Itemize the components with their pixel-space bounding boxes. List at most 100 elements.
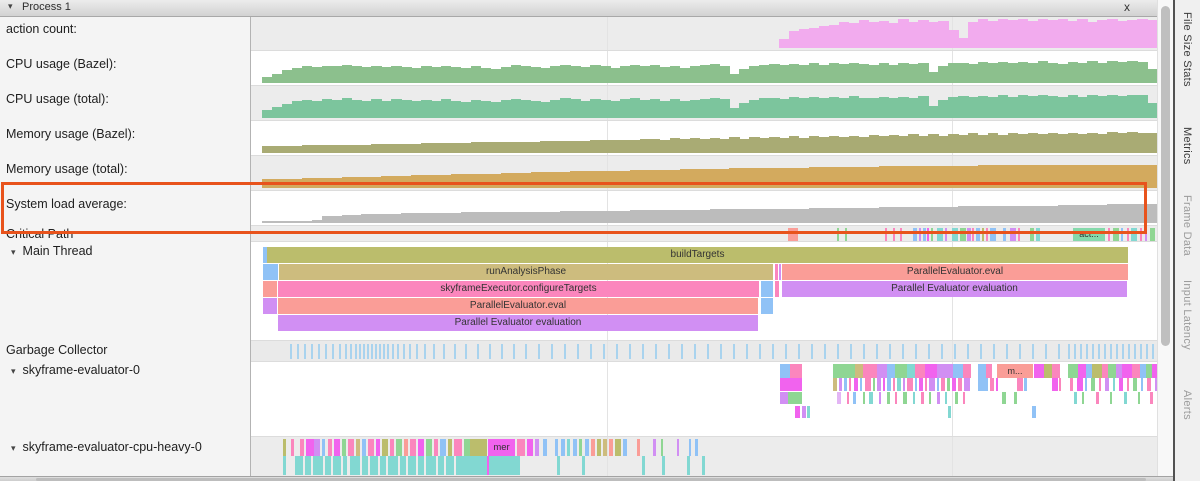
- trace-event[interactable]: [1102, 364, 1108, 378]
- trace-event[interactable]: [623, 439, 627, 456]
- gc-tick[interactable]: [525, 344, 527, 359]
- trace-event[interactable]: [328, 439, 332, 456]
- critical-path-event[interactable]: [1150, 228, 1155, 241]
- trace-event[interactable]: [291, 439, 294, 456]
- trace-event[interactable]: [879, 392, 881, 404]
- gc-tick[interactable]: [359, 344, 361, 359]
- trace-event[interactable]: [887, 364, 895, 378]
- trace-event[interactable]: [761, 281, 773, 297]
- gc-tick[interactable]: [379, 344, 381, 359]
- trace-event[interactable]: [833, 364, 855, 378]
- gc-tick[interactable]: [350, 344, 352, 359]
- trace-event[interactable]: [662, 456, 665, 475]
- trace-event[interactable]: [418, 456, 424, 475]
- trace-event[interactable]: [325, 456, 331, 475]
- trace-event[interactable]: [1133, 378, 1137, 391]
- trace-event[interactable]: [1002, 392, 1006, 404]
- trace-event[interactable]: [448, 439, 452, 456]
- gc-tick[interactable]: [928, 344, 930, 359]
- trace-event[interactable]: [1147, 378, 1151, 391]
- trace-event[interactable]: [637, 439, 640, 456]
- trace-event[interactable]: [953, 364, 963, 378]
- trace-event[interactable]: [314, 439, 320, 456]
- trace-event[interactable]: [863, 364, 877, 378]
- trace-event[interactable]: [380, 456, 386, 475]
- gc-tick[interactable]: [1134, 344, 1136, 359]
- trace-event[interactable]: [1141, 378, 1143, 391]
- gc-tick[interactable]: [1122, 344, 1124, 359]
- trace-event[interactable]: [418, 439, 424, 456]
- gc-tick[interactable]: [1104, 344, 1106, 359]
- trace-event[interactable]: [283, 456, 286, 475]
- trace-event[interactable]: [779, 264, 781, 280]
- trace-event[interactable]: buildTargets: [267, 247, 1128, 263]
- critical-path-event[interactable]: [1113, 228, 1119, 241]
- trace-event[interactable]: [849, 378, 851, 391]
- trace-event[interactable]: [860, 378, 862, 391]
- vertical-scrollbar-thumb[interactable]: [1161, 6, 1170, 346]
- trace-event[interactable]: [877, 378, 881, 391]
- tab-file-size-stats[interactable]: File Size Stats: [1181, 12, 1193, 87]
- trace-event[interactable]: [877, 364, 887, 378]
- trace-event[interactable]: [535, 439, 539, 456]
- trace-event[interactable]: [313, 456, 323, 475]
- trace-event[interactable]: [438, 456, 444, 475]
- trace-event[interactable]: [873, 378, 875, 391]
- thread-row-main-thread[interactable]: ▾ Main Thread: [11, 244, 92, 258]
- process-collapse-arrow-icon[interactable]: ▾: [8, 1, 13, 11]
- trace-event[interactable]: [775, 281, 779, 297]
- gc-tick[interactable]: [383, 344, 385, 359]
- trace-event[interactable]: [390, 439, 394, 456]
- critical-path-event[interactable]: [960, 228, 966, 241]
- trace-event[interactable]: [903, 392, 907, 404]
- gc-tick[interactable]: [501, 344, 503, 359]
- trace-event[interactable]: [1091, 378, 1095, 391]
- gc-tick[interactable]: [311, 344, 313, 359]
- trace-event[interactable]: [702, 456, 705, 475]
- gc-tick[interactable]: [720, 344, 722, 359]
- trace-event[interactable]: [283, 439, 286, 456]
- trace-event[interactable]: [895, 364, 907, 378]
- trace-event[interactable]: [929, 378, 935, 391]
- trace-event[interactable]: [913, 392, 915, 404]
- trace-event[interactable]: [446, 456, 454, 475]
- trace-event[interactable]: [937, 364, 953, 378]
- critical-path-event[interactable]: [900, 228, 902, 241]
- trace-event[interactable]: [855, 364, 863, 378]
- process-header[interactable]: ▾ Process 1 x: [0, 0, 1157, 17]
- gc-tick[interactable]: [798, 344, 800, 359]
- gc-tick[interactable]: [837, 344, 839, 359]
- gc-tick[interactable]: [1058, 344, 1060, 359]
- trace-event[interactable]: [1070, 378, 1073, 391]
- gc-tick[interactable]: [772, 344, 774, 359]
- trace-event[interactable]: [996, 378, 998, 391]
- critical-path-event[interactable]: [1121, 228, 1123, 241]
- trace-event[interactable]: [795, 406, 800, 418]
- critical-path-event[interactable]: [976, 228, 980, 241]
- trace-event[interactable]: [1052, 364, 1060, 378]
- gc-tick[interactable]: [655, 344, 657, 359]
- critical-path-event[interactable]: [1131, 228, 1137, 241]
- gc-tick[interactable]: [477, 344, 479, 359]
- trace-event[interactable]: [350, 456, 360, 475]
- trace-event[interactable]: [615, 439, 621, 456]
- trace-event[interactable]: [687, 456, 690, 475]
- critical-path-event[interactable]: [913, 228, 917, 241]
- trace-event[interactable]: [1032, 406, 1036, 418]
- trace-event[interactable]: [426, 456, 436, 475]
- trace-event[interactable]: [958, 378, 962, 391]
- gc-tick[interactable]: [1032, 344, 1034, 359]
- trace-event[interactable]: [591, 439, 595, 456]
- critical-path-event[interactable]: [1010, 228, 1016, 241]
- gc-tick[interactable]: [954, 344, 956, 359]
- trace-event[interactable]: [837, 392, 841, 404]
- critical-path-event[interactable]: [972, 228, 974, 241]
- gc-tick[interactable]: [403, 344, 405, 359]
- trace-event[interactable]: Parallel Evaluator evaluation: [782, 281, 1127, 297]
- trace-event[interactable]: ParallelEvaluator.eval: [278, 298, 758, 314]
- trace-event[interactable]: [342, 439, 346, 456]
- trace-event[interactable]: [1059, 378, 1061, 391]
- gc-tick[interactable]: [355, 344, 357, 359]
- trace-event[interactable]: [370, 456, 378, 475]
- trace-event[interactable]: [775, 264, 778, 280]
